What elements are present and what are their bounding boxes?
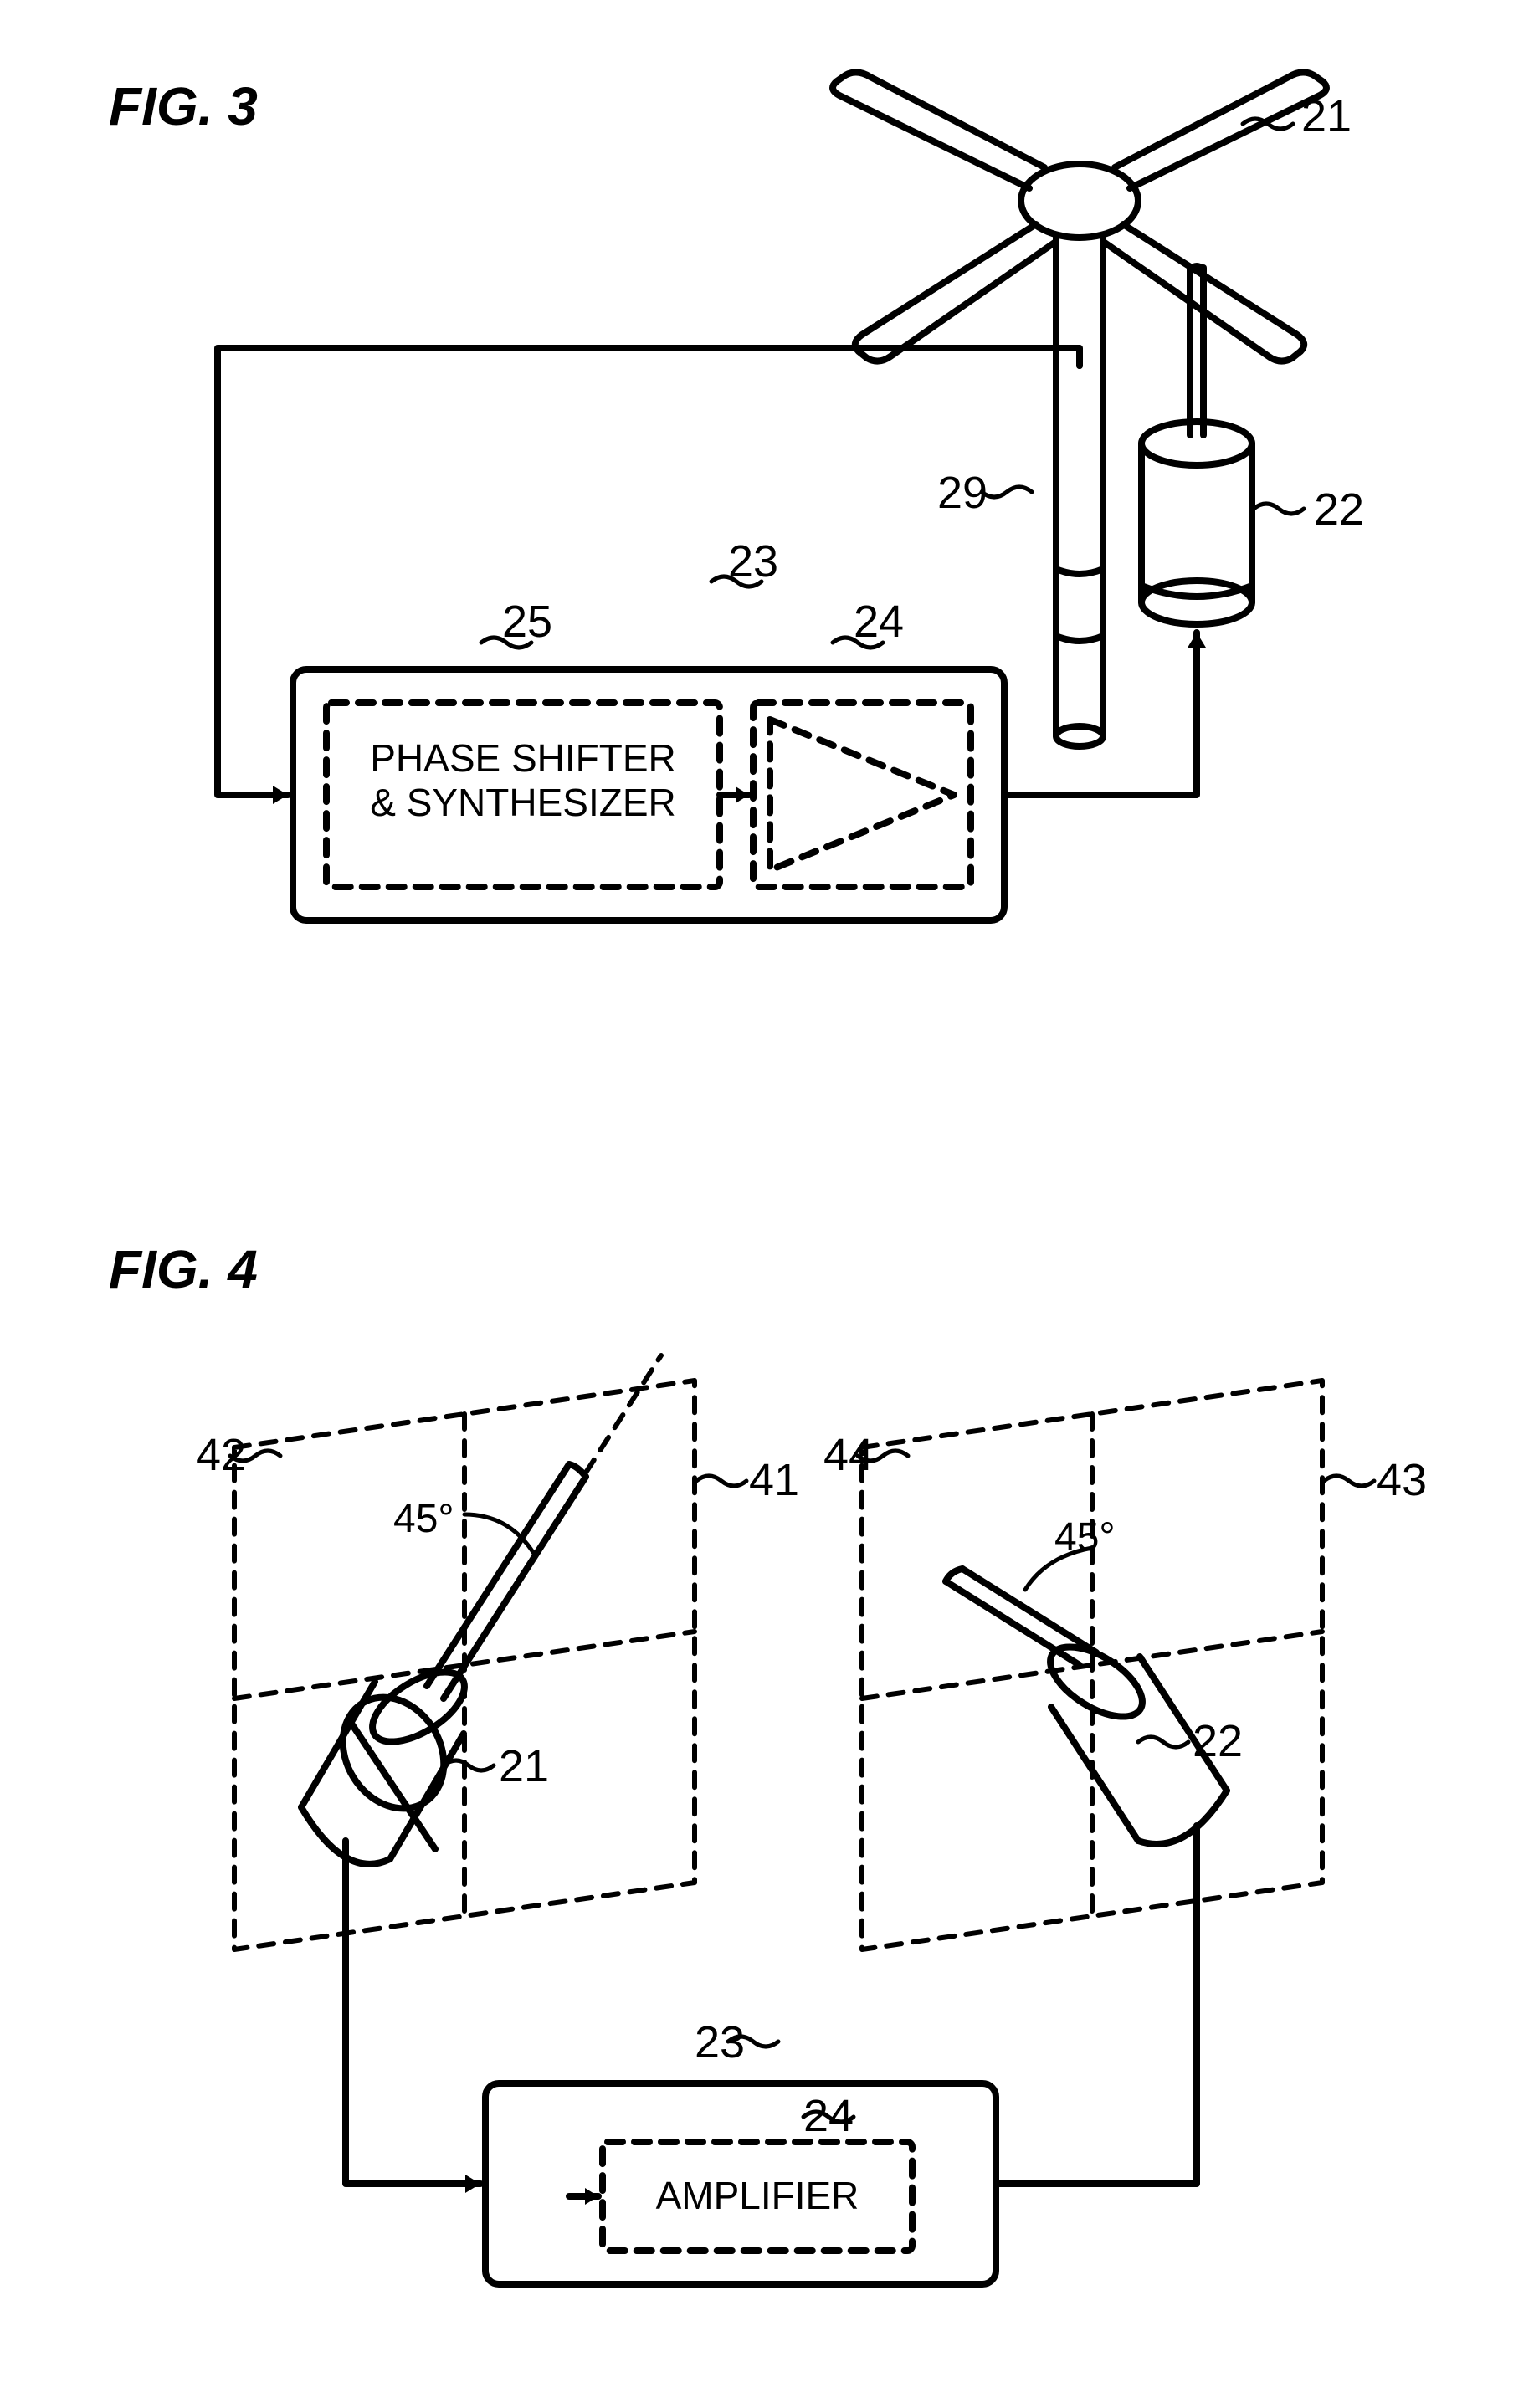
fig3-ref-22: 22	[1314, 484, 1364, 535]
page: FIG. 3	[0, 0, 1539, 2408]
fig4-svg	[0, 1230, 1539, 2401]
fig4-ref-24: 24	[803, 2090, 854, 2142]
fig3-ref-21: 21	[1301, 90, 1352, 142]
fig4-ref-44: 44	[823, 1429, 874, 1481]
fig3-ref-29: 29	[937, 467, 988, 519]
fig4-ref-42: 42	[196, 1429, 246, 1481]
fig4-ref-23: 23	[695, 2016, 745, 2068]
fig4-ref-22: 22	[1193, 1715, 1243, 1767]
fig3-block25-line2: & SYNTHESIZER	[335, 781, 711, 825]
fig3-block25-line1: PHASE SHIFTER	[335, 736, 711, 781]
fig4-ref-43: 43	[1377, 1454, 1427, 1506]
fig4-ref-41: 41	[749, 1454, 799, 1506]
fig3-ref-24: 24	[854, 596, 904, 648]
fig4-block24-text: AMPLIFIER	[611, 2174, 904, 2218]
antenna-22-fig4	[946, 1548, 1227, 1844]
plane-right	[862, 1381, 1322, 1949]
fig4-angle-right: 45°	[1054, 1514, 1116, 1560]
antenna-21	[833, 72, 1326, 746]
fig3-ref-23: 23	[728, 535, 778, 587]
fig3-ref-25: 25	[502, 596, 552, 648]
fig3-svg	[0, 0, 1539, 1054]
fig4-ref-21: 21	[499, 1740, 549, 1792]
antenna-22	[1141, 266, 1252, 624]
fig3-block25-text: PHASE SHIFTER & SYNTHESIZER	[335, 736, 711, 825]
fig4-angle-left: 45°	[393, 1496, 454, 1542]
